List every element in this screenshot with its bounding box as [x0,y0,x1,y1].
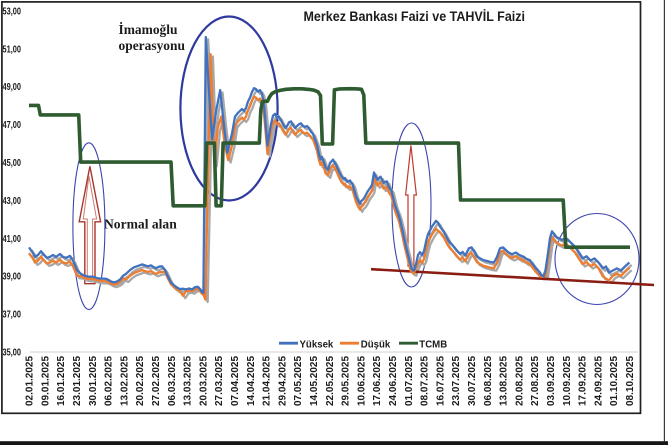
svg-text:07.05.2025: 07.05.2025 [293,356,304,406]
svg-text:08.10.2025: 08.10.2025 [625,356,636,406]
svg-text:06.08.2025: 06.08.2025 [483,356,494,406]
svg-text:Düşük: Düşük [361,339,391,350]
svg-text:08.07.2025: 08.07.2025 [420,356,431,406]
svg-text:İmamoğlu: İmamoğlu [119,21,178,37]
svg-text:Yüksek: Yüksek [300,339,334,350]
svg-text:41,00: 41,00 [3,233,22,244]
svg-text:16.01.2025: 16.01.2025 [56,356,67,406]
svg-text:09.01.2025: 09.01.2025 [40,356,51,406]
svg-text:45,00: 45,00 [3,157,22,168]
svg-text:02.01.2025: 02.01.2025 [25,356,36,406]
svg-text:27.03.2025: 27.03.2025 [214,356,225,406]
svg-text:TCMB: TCMB [419,339,447,350]
svg-text:49,00: 49,00 [3,81,22,92]
svg-text:10.06.2025: 10.06.2025 [356,356,367,406]
svg-text:51,00: 51,00 [3,43,22,54]
svg-text:27.02.2025: 27.02.2025 [151,356,162,406]
svg-text:43,00: 43,00 [3,195,22,206]
svg-text:30.07.2025: 30.07.2025 [467,356,478,406]
svg-text:06.03.2025: 06.03.2025 [167,356,178,406]
svg-text:22.05.2025: 22.05.2025 [325,356,336,406]
svg-text:23.07.2025: 23.07.2025 [451,356,462,406]
svg-text:14.04.2025: 14.04.2025 [246,356,257,406]
svg-text:20.08.2025: 20.08.2025 [514,356,525,406]
svg-text:17.06.2025: 17.06.2025 [372,356,383,406]
svg-text:17.09.2025: 17.09.2025 [578,356,589,406]
svg-text:07.04.2025: 07.04.2025 [230,356,241,406]
svg-text:06.02.2025: 06.02.2025 [104,356,115,406]
svg-text:23.01.2025: 23.01.2025 [72,356,83,406]
svg-text:39,00: 39,00 [3,271,22,282]
svg-text:24.09.2025: 24.09.2025 [593,356,604,406]
svg-text:10.09.2025: 10.09.2025 [562,356,573,406]
svg-text:13.03.2025: 13.03.2025 [183,356,194,406]
svg-text:35,00: 35,00 [3,346,22,357]
svg-text:27.08.2025: 27.08.2025 [530,356,541,406]
svg-text:16.07.2025: 16.07.2025 [435,356,446,406]
svg-text:13.08.2025: 13.08.2025 [499,356,510,406]
svg-text:24.06.2025: 24.06.2025 [388,356,399,406]
svg-text:29.04.2025: 29.04.2025 [277,356,288,406]
svg-text:47,00: 47,00 [3,119,22,130]
svg-text:30.01.2025: 30.01.2025 [88,356,99,406]
svg-text:29.05.2025: 29.05.2025 [341,356,352,406]
svg-text:01.10.2025: 01.10.2025 [609,356,620,406]
svg-text:37,00: 37,00 [3,309,22,320]
svg-text:20.03.2025: 20.03.2025 [198,356,209,406]
svg-text:Merkez Bankası Faizi ve TAHVİL: Merkez Bankası Faizi ve TAHVİL Faizi [304,8,526,24]
svg-text:21.04.2025: 21.04.2025 [262,356,273,406]
svg-text:14.05.2025: 14.05.2025 [309,356,320,406]
svg-text:13.02.2025: 13.02.2025 [119,356,130,406]
svg-text:20.02.2025: 20.02.2025 [135,356,146,406]
svg-text:01.07.2025: 01.07.2025 [404,356,415,406]
svg-text:03.09.2025: 03.09.2025 [546,356,557,406]
svg-text:53,00: 53,00 [3,5,22,16]
svg-text:operasyonu: operasyonu [119,38,186,53]
svg-text:Normal alan: Normal alan [104,216,177,231]
